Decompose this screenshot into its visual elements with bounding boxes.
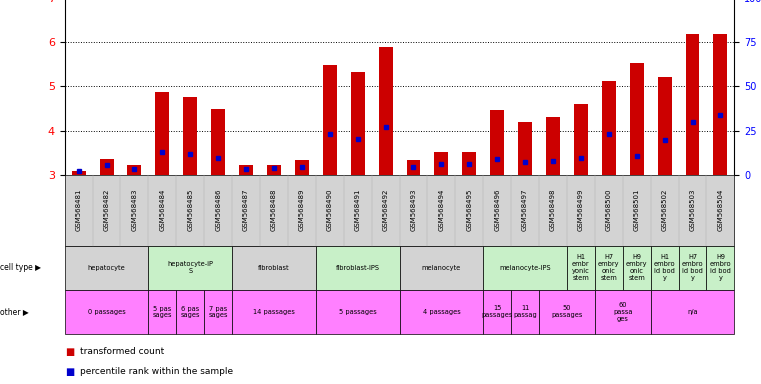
Text: GSM568481: GSM568481 (75, 189, 81, 232)
Text: 11
passag: 11 passag (513, 306, 537, 318)
Bar (518, 122, 532, 175)
Bar (239, 165, 253, 175)
Text: ■: ■ (65, 366, 74, 377)
Text: GSM568491: GSM568491 (355, 189, 361, 232)
Bar (155, 92, 169, 175)
Bar (323, 65, 336, 175)
Text: H1
embr
yonic
stem: H1 embr yonic stem (572, 254, 590, 281)
Text: H7
embry
onic
stem: H7 embry onic stem (598, 254, 619, 281)
Text: H7
embro
id bod
y: H7 embro id bod y (682, 254, 703, 281)
Bar (212, 109, 225, 175)
Text: other ▶: other ▶ (0, 308, 29, 316)
Text: GSM568499: GSM568499 (578, 189, 584, 232)
Text: cell type ▶: cell type ▶ (0, 263, 41, 272)
Bar (183, 98, 197, 175)
Text: fibroblast-IPS: fibroblast-IPS (336, 265, 380, 271)
Text: GSM568495: GSM568495 (466, 189, 473, 232)
Text: H1
embro
id bod
y: H1 embro id bod y (654, 254, 676, 281)
Text: n/a: n/a (687, 309, 698, 315)
Bar (72, 171, 85, 175)
Text: 0 passages: 0 passages (88, 309, 126, 315)
Text: GSM568504: GSM568504 (718, 189, 724, 232)
Bar (630, 63, 644, 175)
Bar (128, 165, 142, 175)
Text: GSM568484: GSM568484 (159, 189, 165, 232)
Text: fibroblast: fibroblast (258, 265, 290, 271)
Text: H9
embry
onic
stem: H9 embry onic stem (626, 254, 648, 281)
Text: melanocyte: melanocyte (422, 265, 461, 271)
Text: GSM568501: GSM568501 (634, 189, 640, 232)
Text: percentile rank within the sample: percentile rank within the sample (80, 367, 233, 376)
Text: GSM568483: GSM568483 (132, 189, 138, 232)
Bar (435, 152, 448, 175)
Bar (490, 110, 505, 175)
Text: 5 passages: 5 passages (339, 309, 377, 315)
Bar (463, 152, 476, 175)
Bar (714, 34, 728, 175)
Bar (267, 165, 281, 175)
Text: 50
passages: 50 passages (551, 306, 583, 318)
Text: 6 pas
sages: 6 pas sages (180, 306, 200, 318)
Text: H9
embro
id bod
y: H9 embro id bod y (709, 254, 731, 281)
Text: 14 passages: 14 passages (253, 309, 295, 315)
Text: GSM568497: GSM568497 (522, 189, 528, 232)
Text: GSM568503: GSM568503 (689, 189, 696, 232)
Text: ■: ■ (65, 346, 74, 357)
Text: GSM568482: GSM568482 (103, 189, 110, 232)
Bar (406, 160, 420, 175)
Text: GSM568493: GSM568493 (410, 189, 416, 232)
Text: hepatocyte-iP
S: hepatocyte-iP S (167, 262, 213, 274)
Text: GSM568488: GSM568488 (271, 189, 277, 232)
Text: GSM568496: GSM568496 (494, 189, 500, 232)
Text: 4 passages: 4 passages (422, 309, 460, 315)
Text: 15
passages: 15 passages (482, 306, 513, 318)
Text: melanocyte-IPS: melanocyte-IPS (499, 265, 551, 271)
Bar (658, 77, 672, 175)
Text: 7 pas
sages: 7 pas sages (209, 306, 228, 318)
Text: GSM568494: GSM568494 (438, 189, 444, 232)
Text: GSM568487: GSM568487 (243, 189, 249, 232)
Text: GSM568498: GSM568498 (550, 189, 556, 232)
Bar (379, 47, 393, 175)
Text: hepatocyte: hepatocyte (88, 265, 126, 271)
Text: 5 pas
sages: 5 pas sages (153, 306, 172, 318)
Text: transformed count: transformed count (80, 347, 164, 356)
Text: GSM568485: GSM568485 (187, 189, 193, 232)
Text: GSM568489: GSM568489 (299, 189, 305, 232)
Bar (351, 72, 365, 175)
Text: GSM568500: GSM568500 (606, 189, 612, 232)
Bar (546, 118, 560, 175)
Bar (295, 160, 309, 175)
Text: GSM568492: GSM568492 (383, 189, 389, 232)
Bar (602, 81, 616, 175)
Bar (574, 104, 588, 175)
Text: GSM568486: GSM568486 (215, 189, 221, 232)
Text: GSM568490: GSM568490 (326, 189, 333, 232)
Text: 60
passa
ges: 60 passa ges (613, 302, 632, 322)
Bar (100, 159, 113, 175)
Text: GSM568502: GSM568502 (661, 189, 667, 232)
Bar (686, 34, 699, 175)
